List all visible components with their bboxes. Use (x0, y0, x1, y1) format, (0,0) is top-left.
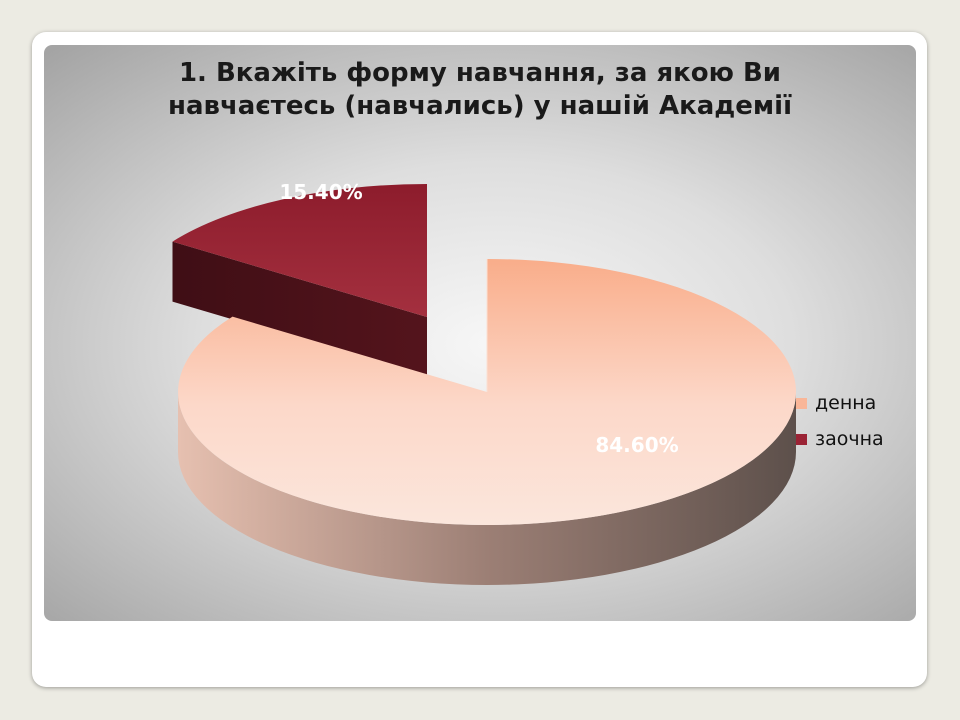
legend-label-денна: денна (815, 392, 877, 414)
slice-side-денна (178, 392, 796, 585)
data-label-денна: 84.60% (595, 433, 678, 457)
legend-swatch-заочна (796, 433, 807, 445)
legend-item-денна: денна (796, 385, 884, 421)
slice-заочна (172, 184, 427, 317)
data-label-заочна: 15.40% (279, 180, 362, 204)
legend-label-заочна: заочна (815, 428, 884, 450)
slice-side-заочна (172, 241, 427, 377)
chart-area: 1. Вкажіть форму навчання, за якою Ви на… (44, 45, 916, 621)
chart-title: 1. Вкажіть форму навчання, за якою Ви на… (168, 58, 792, 121)
legend-swatch-денна (796, 397, 807, 409)
legend-item-заочна: заочна (796, 421, 884, 457)
legend: денна заочна (796, 385, 884, 457)
pie-chart: 84.60% 15.40% (172, 180, 797, 585)
